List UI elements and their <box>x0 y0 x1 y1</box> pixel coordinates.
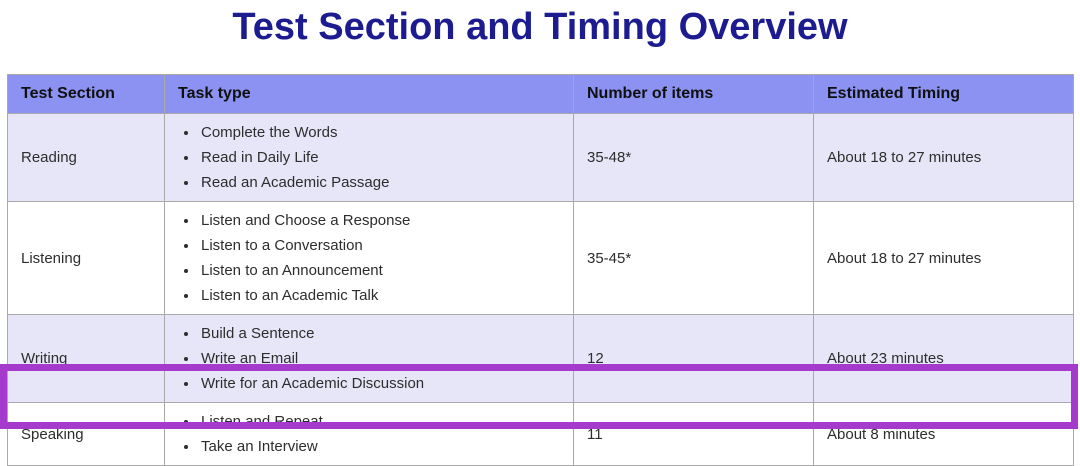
table-row: WritingBuild a SentenceWrite an EmailWri… <box>7 314 1074 403</box>
task-list: Listen and Choose a ResponseListen to a … <box>177 208 565 308</box>
task-item: Listen and Repeat <box>199 409 565 434</box>
estimated-timing-cell: About 8 minutes <box>813 402 1074 466</box>
col-header-estimated-timing: Estimated Timing <box>813 74 1074 114</box>
number-of-items-cell: 35-48* <box>573 113 814 202</box>
task-list: Complete the WordsRead in Daily LifeRead… <box>177 120 565 195</box>
task-item: Build a Sentence <box>199 321 565 346</box>
table-row: ListeningListen and Choose a ResponseLis… <box>7 201 1074 315</box>
number-of-items-cell: 11 <box>573 402 814 466</box>
number-of-items-cell: 35-45* <box>573 201 814 315</box>
table-row: ReadingComplete the WordsRead in Daily L… <box>7 113 1074 202</box>
number-of-items-cell: 12 <box>573 314 814 403</box>
task-item: Listen and Choose a Response <box>199 208 565 233</box>
table-row: SpeakingListen and RepeatTake an Intervi… <box>7 402 1074 466</box>
task-item: Write for an Academic Discussion <box>199 371 565 396</box>
task-type-cell: Build a SentenceWrite an EmailWrite for … <box>164 314 574 403</box>
estimated-timing-cell: About 18 to 27 minutes <box>813 113 1074 202</box>
header-row: Test Section Task type Number of items E… <box>7 74 1074 114</box>
test-section-cell: Writing <box>7 314 165 403</box>
task-list: Build a SentenceWrite an EmailWrite for … <box>177 321 565 396</box>
task-item: Listen to a Conversation <box>199 233 565 258</box>
page-title: Test Section and Timing Overview <box>232 6 848 48</box>
task-item: Listen to an Academic Talk <box>199 283 565 308</box>
col-header-test-section: Test Section <box>7 74 165 114</box>
test-section-cell: Listening <box>7 201 165 315</box>
test-section-cell: Reading <box>7 113 165 202</box>
test-overview-table: Test Section Task type Number of items E… <box>7 74 1074 466</box>
task-item: Write an Email <box>199 346 565 371</box>
estimated-timing-cell: About 18 to 27 minutes <box>813 201 1074 315</box>
task-type-cell: Complete the WordsRead in Daily LifeRead… <box>164 113 574 202</box>
task-type-cell: Listen and Choose a ResponseListen to a … <box>164 201 574 315</box>
task-item: Take an Interview <box>199 434 565 459</box>
col-header-number-of-items: Number of items <box>573 74 814 114</box>
col-header-task-type: Task type <box>164 74 574 114</box>
test-section-cell: Speaking <box>7 402 165 466</box>
task-item: Listen to an Announcement <box>199 258 565 283</box>
task-item: Read an Academic Passage <box>199 170 565 195</box>
task-item: Read in Daily Life <box>199 145 565 170</box>
task-item: Complete the Words <box>199 120 565 145</box>
task-list: Listen and RepeatTake an Interview <box>177 409 565 459</box>
estimated-timing-cell: About 23 minutes <box>813 314 1074 403</box>
task-type-cell: Listen and RepeatTake an Interview <box>164 402 574 466</box>
